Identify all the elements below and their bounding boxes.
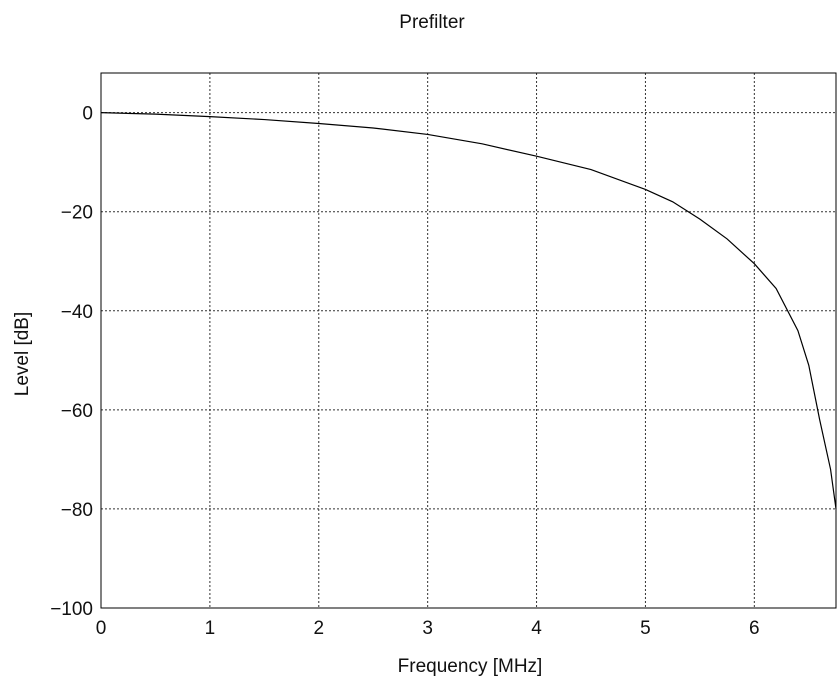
grid [101, 73, 836, 608]
plot-frame [100, 72, 837, 609]
x-tick-label: 5 [640, 618, 651, 639]
x-tick-label: 4 [531, 618, 542, 639]
x-axis-label: Frequency [MHz] [398, 656, 543, 677]
chart-title: Prefilter [399, 12, 465, 33]
y-tick-label: −20 [61, 203, 93, 224]
x-tick-label: 6 [749, 618, 760, 639]
y-axis-label: Level [dB] [12, 312, 33, 397]
y-tick-label: 0 [82, 104, 93, 125]
x-tick-label: 2 [313, 618, 324, 639]
series-line [100, 112, 837, 510]
y-tick-label: −80 [61, 500, 93, 521]
y-tick-label: −100 [50, 599, 93, 620]
x-tick-label: 1 [205, 618, 216, 639]
y-tick-label: −40 [61, 302, 93, 323]
y-tick-label: −60 [61, 401, 93, 422]
x-tick-label: 3 [422, 618, 433, 639]
tick-labels: 0 1 2 3 4 5 6 0 −20 −40 −60 −80 −100 [50, 104, 759, 639]
x-tick-label: 0 [96, 618, 107, 639]
